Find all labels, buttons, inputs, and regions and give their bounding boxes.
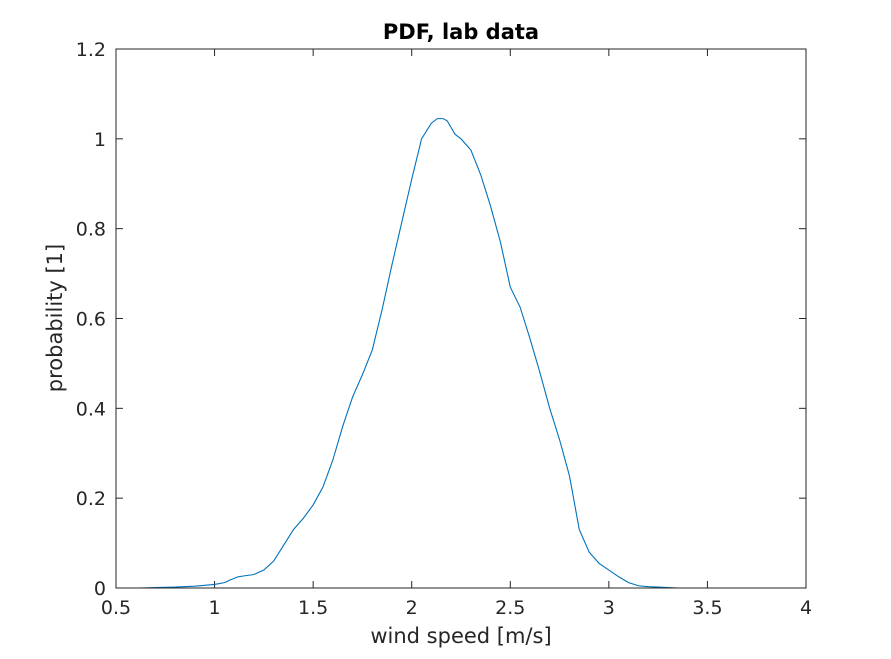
x-tick-label: 1 bbox=[209, 597, 221, 619]
chart-title: PDF, lab data bbox=[383, 20, 539, 44]
x-tick-label: 1.5 bbox=[298, 597, 328, 619]
plot-box bbox=[115, 48, 807, 589]
plot-area bbox=[116, 49, 806, 588]
x-tick-labels: 0.5 1 1.5 2 2.5 3 3.5 4 bbox=[101, 597, 812, 619]
x-tick-label: 2 bbox=[406, 597, 418, 619]
y-tick-label: 0.8 bbox=[76, 219, 106, 241]
x-tick-label: 2.5 bbox=[495, 597, 525, 619]
y-axis-label: probability [1] bbox=[43, 244, 67, 392]
y-tick-label: 0.2 bbox=[76, 488, 106, 510]
y-tick-label: 1 bbox=[94, 129, 106, 151]
y-tick-label: 1.2 bbox=[76, 39, 106, 61]
y-tick-label: 0.4 bbox=[76, 398, 106, 420]
x-tick-label: 3 bbox=[603, 597, 615, 619]
y-tick-label: 0 bbox=[94, 578, 106, 600]
x-tick-label: 0.5 bbox=[101, 597, 131, 619]
y-tick-labels: 0 0.2 0.4 0.6 0.8 1 1.2 bbox=[76, 39, 106, 600]
x-tick-label: 3.5 bbox=[692, 597, 722, 619]
y-tick-label: 0.6 bbox=[76, 309, 106, 331]
x-tick-label: 4 bbox=[800, 597, 812, 619]
pdf-series-line bbox=[139, 118, 739, 589]
x-axis-label: wind speed [m/s] bbox=[370, 624, 551, 648]
